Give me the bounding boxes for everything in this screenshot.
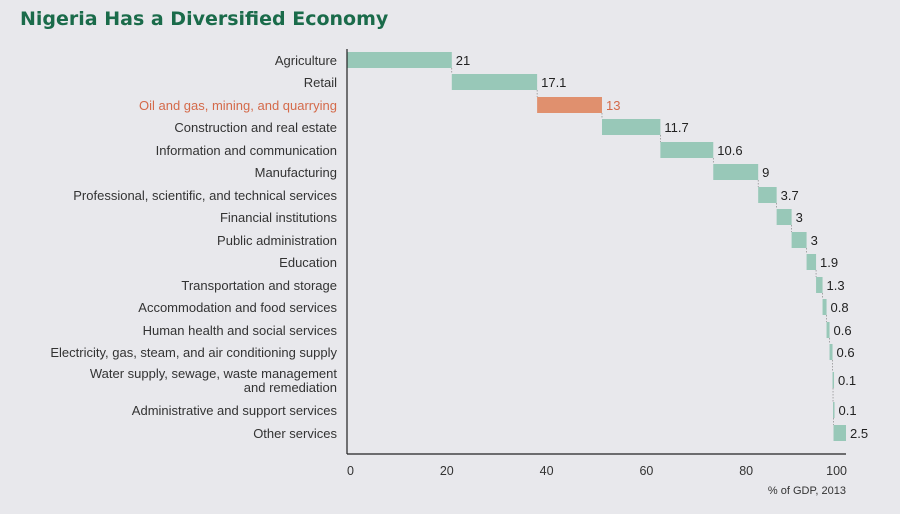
category-label: Administrative and support services [132,403,338,418]
bar [833,402,835,418]
bar [713,164,759,180]
category-labels: Agriculture Retail Oil and gas, mining, an… [50,53,337,441]
x-tick-label: 80 [739,464,753,478]
bar [832,372,835,388]
chart-title: Nigeria Has a Diversified Economy [20,8,389,30]
category-label-line: Human health and social services [143,323,338,338]
category-label-line: Electricity, gas, steam, and air conditi… [50,345,337,360]
category-label-line: Education [279,255,337,270]
value-label: 3.7 [781,188,799,203]
bar [347,52,452,68]
x-tick-label: 0 [347,464,354,478]
category-label: Information and communication [156,143,337,158]
category-label: Education [279,255,337,270]
value-labels: 2117.11311.710.693.7331.91.30.80.60.60.1… [456,53,868,441]
category-label: Other services [253,426,337,441]
bar [829,344,833,360]
value-label: 3 [796,210,803,225]
x-tick-label: 20 [440,464,454,478]
category-label-line: Water supply, sewage, waste management [90,366,338,381]
value-label: 17.1 [541,75,566,90]
bar [791,232,807,248]
category-label-line: Financial institutions [220,210,338,225]
category-label-line: Accommodation and food services [138,300,337,315]
bar [758,187,777,203]
value-label: 1.3 [827,278,845,293]
value-label: 10.6 [717,143,742,158]
value-label: 0.6 [837,345,855,360]
category-label: Human health and social services [143,323,338,338]
bar [833,425,846,441]
category-label-line: Information and communication [156,143,337,158]
category-label-line: Public administration [217,233,337,248]
category-label: Public administration [217,233,337,248]
category-label-line: Administrative and support services [132,403,338,418]
bar [451,74,538,90]
bar [660,142,714,158]
bars-layer [347,52,846,441]
category-label: Oil and gas, mining, and quarrying [139,98,337,113]
bar [826,322,830,338]
x-tick-label: 100 [826,464,847,478]
bar [816,277,823,293]
value-label: 21 [456,53,470,68]
bar [806,254,817,270]
category-label: Construction and real estate [174,120,337,135]
category-label: Transportation and storage [181,278,337,293]
category-label-line: Transportation and storage [181,278,337,293]
bar [601,119,661,135]
value-label: 0.6 [834,323,852,338]
category-label: Agriculture [275,53,337,68]
category-label-line: Other services [253,426,337,441]
category-label-line: Agriculture [275,53,337,68]
category-label-line: and remediation [244,380,337,395]
value-label: 0.1 [839,403,857,418]
category-label-line: Professional, scientific, and technical … [73,188,337,203]
bar [822,299,827,315]
value-label: 13 [606,98,620,113]
x-tick-label: 40 [540,464,554,478]
value-label: 9 [762,165,769,180]
category-label-line: Retail [304,75,337,90]
value-label: 0.1 [838,373,856,388]
category-label-line: Construction and real estate [174,120,337,135]
category-label: Water supply, sewage, waste management an… [90,366,338,395]
bar [776,209,792,225]
value-label: 1.9 [820,255,838,270]
category-label: Financial institutions [220,210,338,225]
category-label: Retail [304,75,337,90]
x-axis-label: % of GDP, 2013 [768,485,846,497]
bar [537,97,602,113]
value-label: 2.5 [850,426,868,441]
value-label: 3 [811,233,818,248]
category-label: Electricity, gas, steam, and air conditi… [50,345,337,360]
value-label: 0.8 [831,300,849,315]
x-ticks: 0 20 40 60 80 100 [347,464,847,478]
category-label: Professional, scientific, and technical … [73,188,337,203]
x-tick-label: 60 [639,464,653,478]
category-label-line: Manufacturing [255,165,337,180]
category-label-line: Oil and gas, mining, and quarrying [139,98,337,113]
value-label: 11.7 [664,120,688,135]
category-label: Accommodation and food services [138,300,337,315]
category-label: Manufacturing [255,165,337,180]
